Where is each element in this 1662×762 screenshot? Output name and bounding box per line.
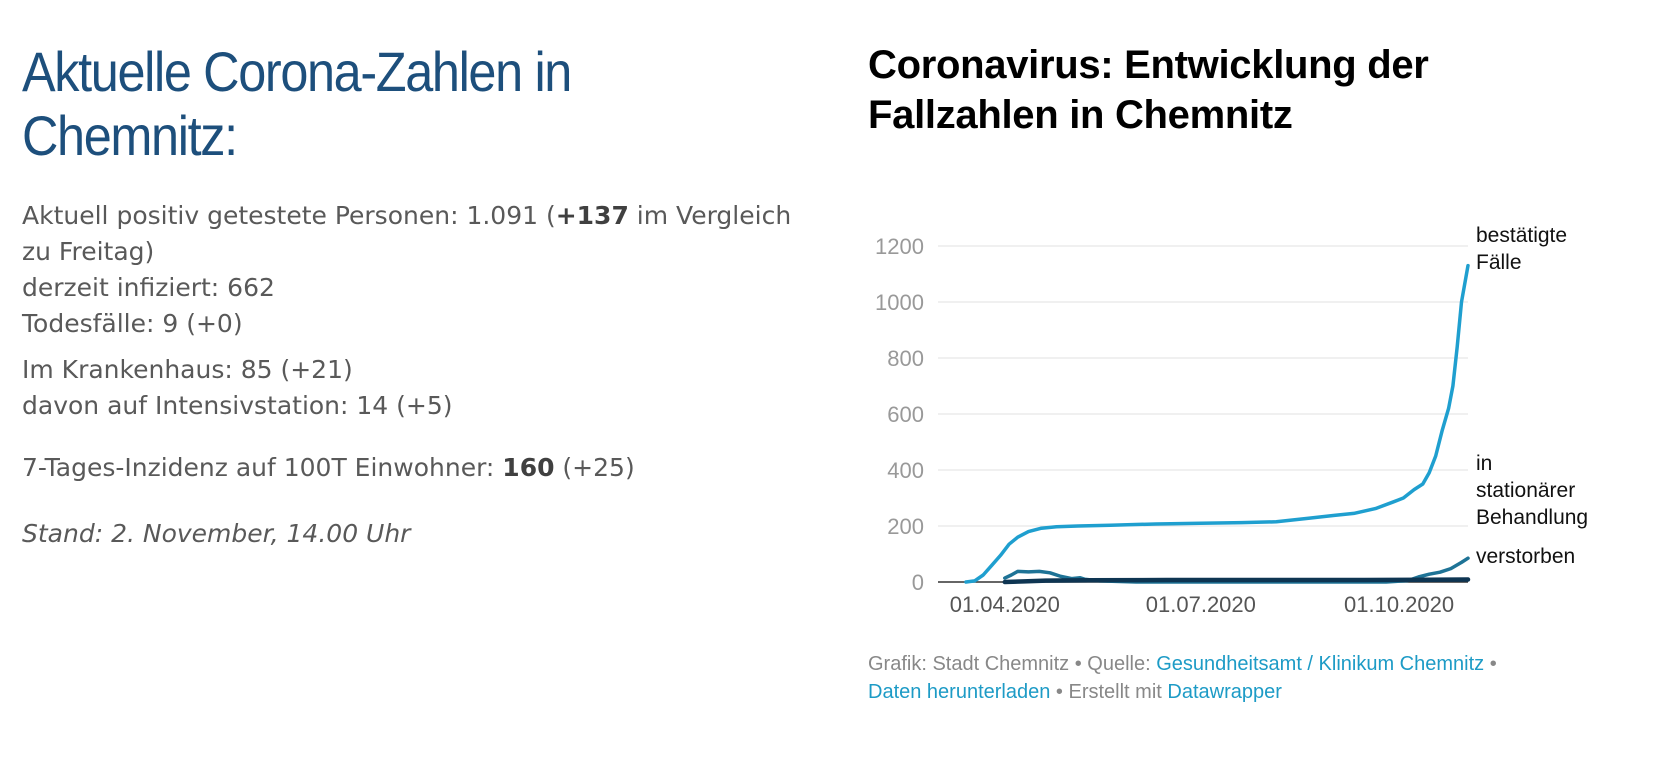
y-tick-label: 800 (887, 346, 924, 371)
label-confirmed-cases: Fälle (1476, 251, 1522, 274)
y-tick-label: 600 (887, 402, 924, 427)
y-tick-label: 400 (887, 458, 924, 483)
incidence-value: 160 (502, 453, 555, 482)
label-confirmed-cases: bestätigte (1476, 224, 1567, 247)
label-deaths: verstorben (1476, 545, 1575, 568)
deaths-count: Todesfälle: 9 (+0) (22, 309, 243, 338)
hospital-count: Im Krankenhaus: 85 (+21) (22, 355, 353, 384)
y-tick-label: 1000 (875, 290, 924, 315)
headline: Aktuelle Corona-Zahlen in Chemnitz: (22, 40, 572, 167)
y-tick-label: 200 (887, 514, 924, 539)
source-link[interactable]: Gesundheitsamt / Klinikum Chemnitz (1156, 653, 1485, 675)
positive-delta: +137 (555, 201, 629, 230)
deaths-line (1002, 577, 1471, 585)
label-hospital: in (1476, 452, 1492, 475)
label-hospital: Behandlung (1476, 506, 1588, 529)
facts-block: Aktuell positiv getestete Personen: 1.09… (22, 198, 812, 552)
positive-tested: Aktuell positiv getestete Personen: 1.09… (22, 201, 792, 266)
download-data-link[interactable]: Daten herunterladen (868, 681, 1051, 703)
x-tick-label: 01.07.2020 (1146, 592, 1256, 617)
label-hospital: stationärer (1476, 479, 1575, 502)
y-tick-label: 1200 (875, 234, 924, 259)
chart-credit: Grafik: Stadt Chemnitz • Quelle: Gesundh… (868, 653, 1497, 703)
chart-title: Coronavirus: Entwicklung der Fallzahlen … (868, 43, 1429, 137)
icu-count: davon auf Intensivstation: 14 (+5) (22, 391, 453, 420)
datawrapper-link[interactable]: Datawrapper (1167, 681, 1282, 703)
left-panel: Aktuelle Corona-Zahlen in Chemnitz: Aktu… (22, 40, 812, 552)
x-tick-label: 01.10.2020 (1344, 592, 1454, 617)
x-tick-label: 01.04.2020 (950, 592, 1060, 617)
line-chart: 0 200 400 600 800 1000 1200 01.04.2020 01.07.202… (875, 224, 1588, 617)
currently-infected: derzeit infiziert: 662 (22, 273, 275, 302)
chart-panel: Coronavirus: Entwicklung der Fallzahlen … (868, 40, 1648, 703)
confirmed-cases-line (964, 263, 1470, 584)
incidence: 7-Tages-Inzidenz auf 100T Einwohner: 160… (22, 453, 635, 482)
y-tick-label: 0 (912, 570, 924, 595)
stand-timestamp: Stand: 2. November, 14.00 Uhr (22, 519, 411, 548)
